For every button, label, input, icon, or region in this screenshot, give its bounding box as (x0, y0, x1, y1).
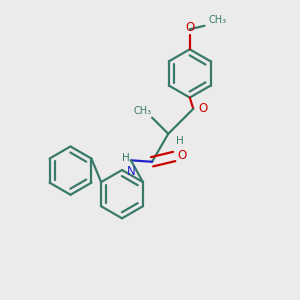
Text: O: O (199, 102, 208, 115)
Text: CH₃: CH₃ (133, 106, 152, 116)
Text: CH₃: CH₃ (208, 15, 226, 25)
Text: N: N (127, 165, 135, 178)
Text: O: O (177, 149, 186, 162)
Text: H: H (122, 153, 129, 163)
Text: O: O (185, 21, 194, 34)
Text: H: H (176, 136, 183, 146)
